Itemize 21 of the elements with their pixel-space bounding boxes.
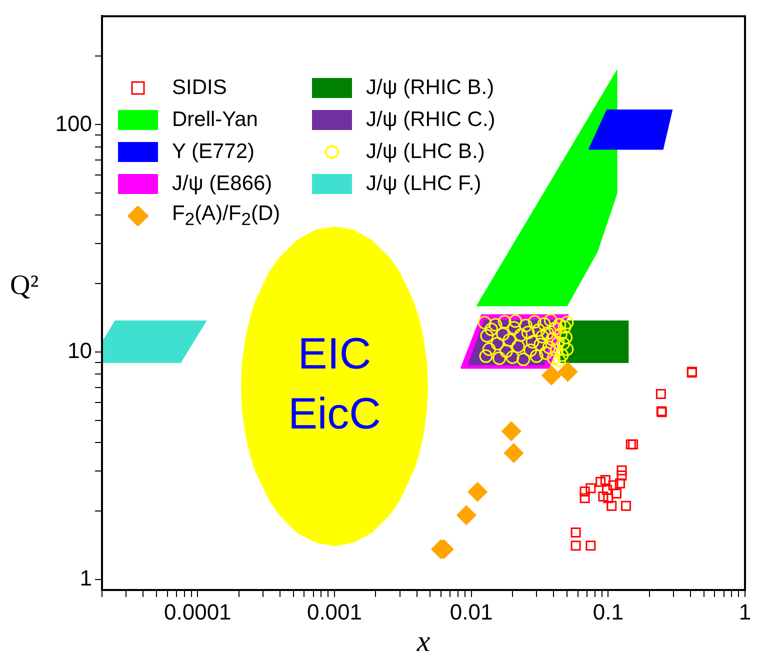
legend-label: Υ (E772) <box>172 140 254 164</box>
legend-label: SIDIS <box>172 76 227 100</box>
legend-label: J/ψ (LHC B.) <box>366 140 485 164</box>
y-tick-label: 100 <box>55 110 92 136</box>
annotation: EIC <box>298 329 372 378</box>
legend-label: J/ψ (RHIC C.) <box>366 108 496 132</box>
y-axis-title: Q² <box>10 270 39 302</box>
x-tick-label: 0.0001 <box>164 599 232 624</box>
x-tick-label: 1 <box>738 599 752 624</box>
legend-label: J/ψ (LHC F.) <box>366 172 482 196</box>
x-axis-title: x <box>416 624 431 658</box>
x-tick-label: 0.1 <box>592 599 624 624</box>
legend-label: F$_{2}$(A)/F$_{2}$(D) <box>172 202 280 230</box>
y-tick-label: 10 <box>68 338 92 364</box>
x-tick-label: 0.001 <box>306 599 362 624</box>
x-tick-label: 0.01 <box>450 599 493 624</box>
legend-label: Drell-Yan <box>172 108 258 132</box>
annotation: EicC <box>288 389 381 438</box>
y-tick-label: 1 <box>80 566 92 591</box>
legend-label: J/ψ (E866) <box>172 172 272 196</box>
legend-label: J/ψ (RHIC B.) <box>366 76 494 100</box>
